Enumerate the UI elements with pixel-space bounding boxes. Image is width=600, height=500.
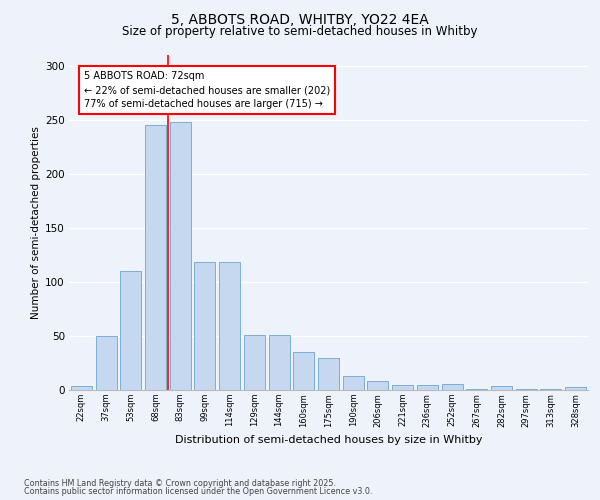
Bar	[293, 352, 314, 390]
Bar	[565, 387, 586, 390]
Bar	[392, 384, 413, 390]
Bar	[120, 271, 141, 390]
Bar	[71, 386, 92, 390]
Bar	[343, 376, 364, 390]
Bar	[442, 384, 463, 390]
Bar	[244, 335, 265, 390]
Text: 5 ABBOTS ROAD: 72sqm
← 22% of semi-detached houses are smaller (202)
77% of semi: 5 ABBOTS ROAD: 72sqm ← 22% of semi-detac…	[84, 71, 330, 109]
Bar	[318, 358, 339, 390]
Bar	[516, 389, 537, 390]
Bar	[466, 389, 487, 390]
Y-axis label: Number of semi-detached properties: Number of semi-detached properties	[31, 126, 41, 319]
Bar	[145, 125, 166, 390]
Bar	[269, 335, 290, 390]
Bar	[417, 384, 438, 390]
Text: Contains public sector information licensed under the Open Government Licence v3: Contains public sector information licen…	[24, 487, 373, 496]
Bar	[170, 122, 191, 390]
Bar	[541, 389, 562, 390]
Bar	[95, 336, 116, 390]
Text: Contains HM Land Registry data © Crown copyright and database right 2025.: Contains HM Land Registry data © Crown c…	[24, 478, 336, 488]
Bar	[367, 382, 388, 390]
Bar	[491, 386, 512, 390]
Text: 5, ABBOTS ROAD, WHITBY, YO22 4EA: 5, ABBOTS ROAD, WHITBY, YO22 4EA	[171, 12, 429, 26]
Bar	[194, 262, 215, 390]
Bar	[219, 262, 240, 390]
X-axis label: Distribution of semi-detached houses by size in Whitby: Distribution of semi-detached houses by …	[175, 435, 482, 445]
Text: Size of property relative to semi-detached houses in Whitby: Size of property relative to semi-detach…	[122, 25, 478, 38]
